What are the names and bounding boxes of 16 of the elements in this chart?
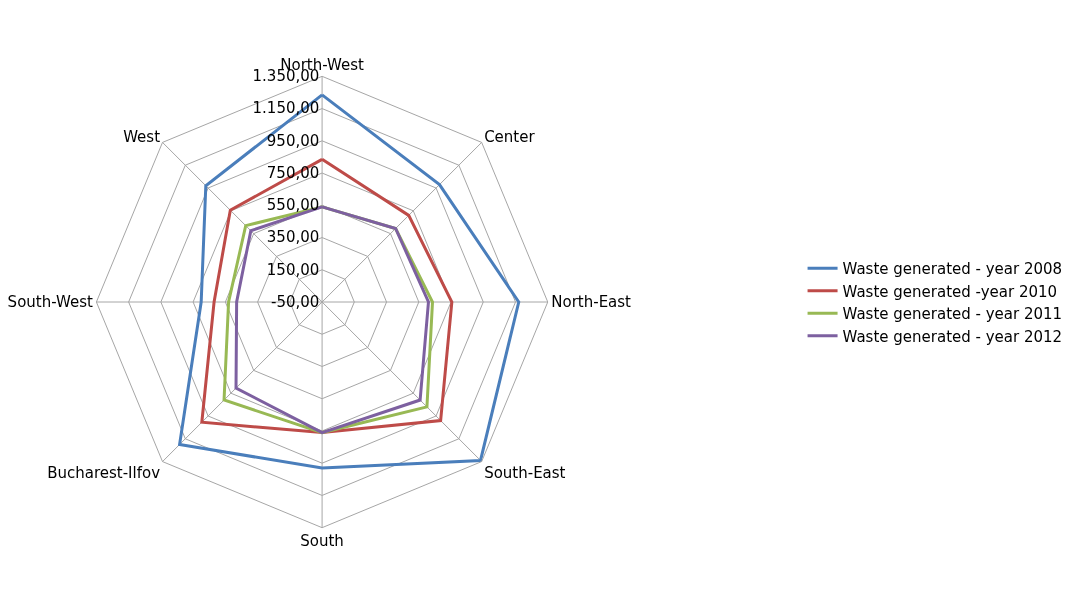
spoke-label: South-East [484,464,566,483]
spoke-label: West [123,127,161,146]
y-tick-label: 150,00 [266,260,320,279]
spoke-label: South-West [7,293,94,312]
legend-label: Waste generated - year 2008 [842,260,1063,279]
spoke-label: South [300,532,344,551]
y-tick-label: 550,00 [266,196,320,215]
y-tick-label: -50,00 [270,292,320,311]
legend-label: Waste generated - year 2011 [842,305,1063,324]
legend-label: Waste generated - year 2012 [842,327,1063,346]
y-tick-label: 350,00 [266,228,320,247]
legend-label: Waste generated -year 2010 [842,282,1058,301]
y-tick-label: 950,00 [266,131,320,150]
spoke-label: Center [484,127,536,146]
spoke-label: North-East [551,293,632,312]
spoke-label: Bucharest-Ilfov [47,464,161,483]
